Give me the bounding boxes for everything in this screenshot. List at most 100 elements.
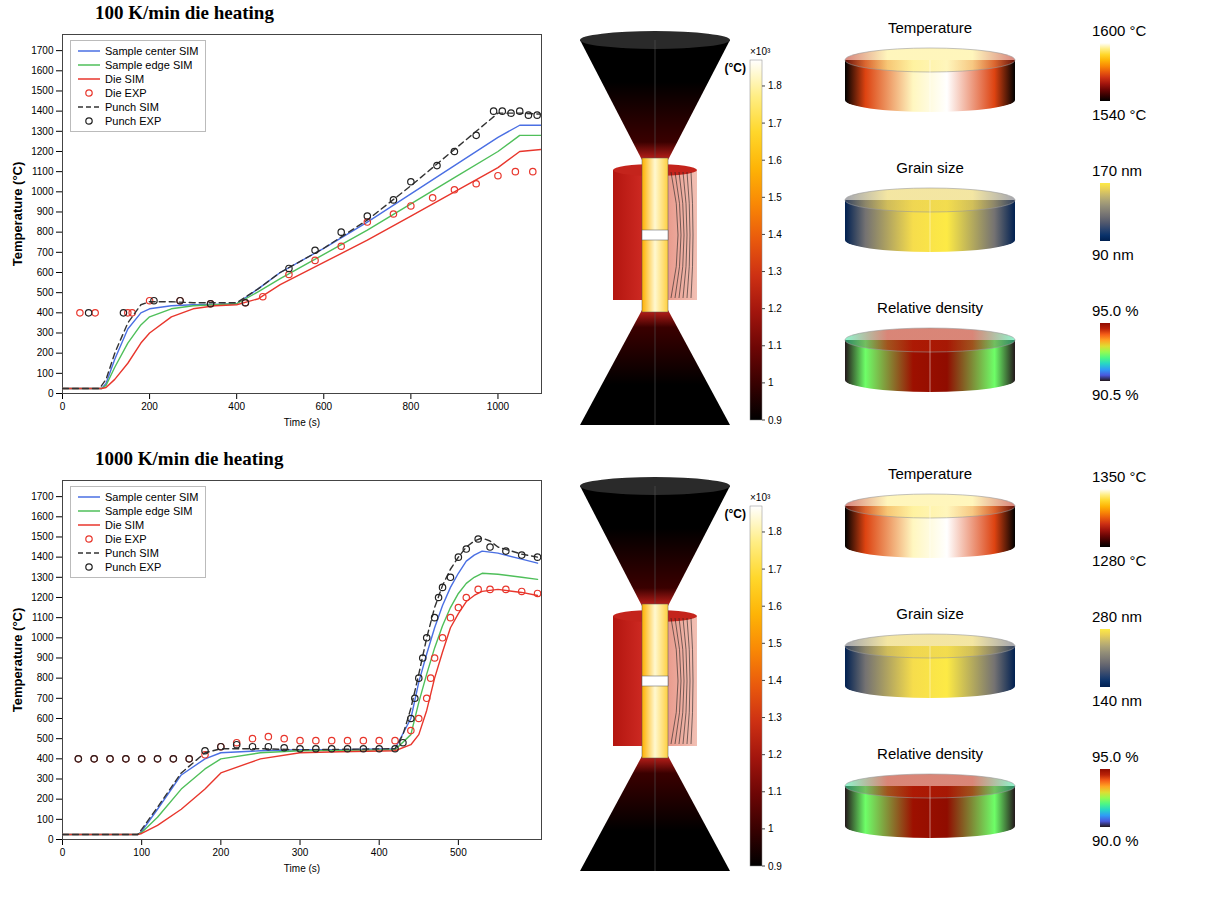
svg-text:1700: 1700 — [31, 45, 54, 56]
svg-text:1540 °C: 1540 °C — [1092, 106, 1147, 123]
svg-text:1.6: 1.6 — [768, 601, 782, 612]
svg-text:300: 300 — [37, 773, 54, 784]
svg-text:800: 800 — [403, 401, 420, 412]
svg-text:1700: 1700 — [31, 491, 54, 502]
svg-text:1000: 1000 — [31, 186, 54, 197]
svg-text:200: 200 — [37, 793, 54, 804]
svg-text:95.0 %: 95.0 % — [1092, 302, 1139, 319]
svg-text:600: 600 — [315, 401, 332, 412]
svg-text:0.9: 0.9 — [768, 415, 782, 426]
svg-text:700: 700 — [37, 693, 54, 704]
svg-text:100: 100 — [37, 814, 54, 825]
svg-text:100: 100 — [37, 368, 54, 379]
svg-text:Grain size: Grain size — [896, 159, 964, 176]
svg-text:300: 300 — [292, 847, 309, 858]
html-text:Die SIM: Die SIM — [105, 73, 145, 85]
svg-text:(°C): (°C) — [725, 61, 746, 75]
svg-text:1400: 1400 — [31, 105, 54, 116]
svg-text:0: 0 — [60, 401, 66, 412]
svg-text:Temperature (°C): Temperature (°C) — [10, 162, 25, 267]
svg-text:Relative density: Relative density — [877, 745, 983, 762]
svg-text:Time (s): Time (s) — [284, 863, 320, 874]
svg-text:700: 700 — [37, 247, 54, 258]
svg-text:200: 200 — [141, 401, 158, 412]
svg-text:1200: 1200 — [31, 146, 54, 157]
svg-text:Temperature: Temperature — [888, 465, 972, 482]
svg-text:1.7: 1.7 — [768, 564, 782, 575]
svg-text:1: 1 — [768, 823, 774, 834]
html-text:1000 K/min die heating: 1000 K/min die heating — [95, 448, 284, 469]
svg-text:800: 800 — [37, 672, 54, 683]
svg-text:1.5: 1.5 — [768, 192, 782, 203]
svg-text:1300: 1300 — [31, 572, 54, 583]
svg-text:200: 200 — [37, 347, 54, 358]
svg-text:170 nm: 170 nm — [1092, 162, 1142, 179]
svg-text:100: 100 — [133, 847, 150, 858]
svg-text:1.2: 1.2 — [768, 749, 782, 760]
svg-text:1.5: 1.5 — [768, 638, 782, 649]
svg-text:400: 400 — [37, 307, 54, 318]
svg-text:1000: 1000 — [487, 401, 510, 412]
svg-text:1.8: 1.8 — [768, 80, 782, 91]
svg-text:1: 1 — [768, 377, 774, 388]
svg-text:1280 °C: 1280 °C — [1092, 552, 1147, 569]
svg-text:1200: 1200 — [31, 592, 54, 603]
svg-text:500: 500 — [37, 287, 54, 298]
svg-text:500: 500 — [37, 733, 54, 744]
svg-text:(°C): (°C) — [725, 507, 746, 521]
svg-text:140 nm: 140 nm — [1092, 692, 1142, 709]
svg-text:1400: 1400 — [31, 551, 54, 562]
svg-text:1.6: 1.6 — [768, 155, 782, 166]
svg-text:1.1: 1.1 — [768, 340, 782, 351]
svg-text:1000: 1000 — [31, 632, 54, 643]
svg-text:400: 400 — [371, 847, 388, 858]
html-text:Die EXP: Die EXP — [105, 87, 147, 99]
svg-text:1350 °C: 1350 °C — [1092, 468, 1147, 485]
html-text:Sample center SIM: Sample center SIM — [105, 45, 199, 57]
svg-text:0: 0 — [60, 847, 66, 858]
svg-text:Temperature (°C): Temperature (°C) — [10, 608, 25, 713]
svg-text:1300: 1300 — [31, 126, 54, 137]
svg-text:95.0 %: 95.0 % — [1092, 748, 1139, 765]
svg-text:1100: 1100 — [32, 166, 54, 177]
svg-text:1600 °C: 1600 °C — [1092, 22, 1147, 39]
svg-text:Time (s): Time (s) — [284, 417, 320, 428]
svg-text:×10³: ×10³ — [750, 46, 771, 57]
svg-text:0.9: 0.9 — [768, 861, 782, 872]
svg-text:0: 0 — [48, 388, 54, 399]
svg-text:90 nm: 90 nm — [1092, 246, 1134, 263]
svg-text:800: 800 — [37, 226, 54, 237]
svg-text:1.1: 1.1 — [768, 786, 782, 797]
svg-text:1500: 1500 — [31, 531, 54, 542]
svg-text:400: 400 — [37, 753, 54, 764]
svg-text:1100: 1100 — [32, 612, 54, 623]
svg-text:1.4: 1.4 — [768, 229, 782, 240]
svg-text:600: 600 — [37, 713, 54, 724]
svg-text:400: 400 — [228, 401, 245, 412]
svg-text:1600: 1600 — [31, 65, 54, 76]
svg-text:200: 200 — [213, 847, 230, 858]
svg-text:300: 300 — [37, 327, 54, 338]
svg-text:90.0 %: 90.0 % — [1092, 832, 1139, 849]
svg-text:1.7: 1.7 — [768, 118, 782, 129]
svg-text:500: 500 — [450, 847, 467, 858]
svg-text:600: 600 — [37, 267, 54, 278]
svg-text:1.2: 1.2 — [768, 303, 782, 314]
html-text:Sample edge SIM: Sample edge SIM — [105, 59, 193, 71]
svg-text:1600: 1600 — [31, 511, 54, 522]
html-text:100 K/min die heating: 100 K/min die heating — [95, 2, 274, 23]
svg-text:×10³: ×10³ — [750, 492, 771, 503]
svg-text:1.3: 1.3 — [768, 266, 782, 277]
svg-text:1.8: 1.8 — [768, 526, 782, 537]
svg-text:280 nm: 280 nm — [1092, 608, 1142, 625]
svg-text:Temperature: Temperature — [888, 19, 972, 36]
svg-text:1.3: 1.3 — [768, 712, 782, 723]
svg-text:0: 0 — [48, 834, 54, 845]
svg-text:900: 900 — [37, 206, 54, 217]
svg-text:1500: 1500 — [31, 85, 54, 96]
svg-text:Grain size: Grain size — [896, 605, 964, 622]
svg-text:90.5 %: 90.5 % — [1092, 386, 1139, 403]
svg-text:900: 900 — [37, 652, 54, 663]
svg-text:1.4: 1.4 — [768, 675, 782, 686]
svg-text:Relative density: Relative density — [877, 299, 983, 316]
